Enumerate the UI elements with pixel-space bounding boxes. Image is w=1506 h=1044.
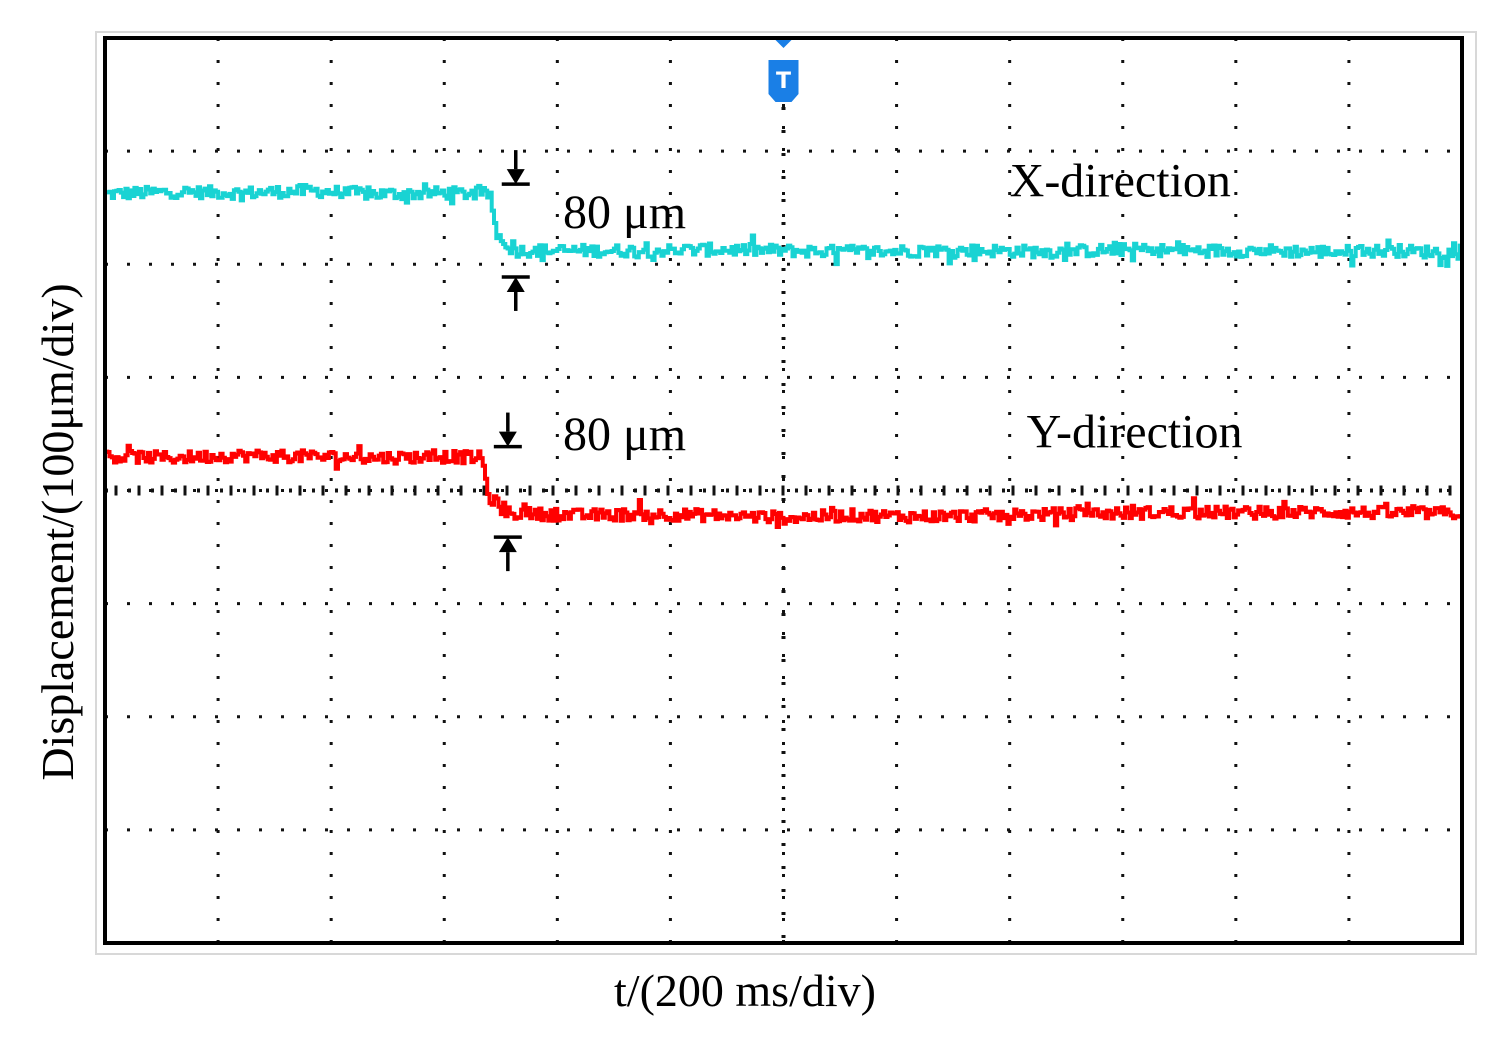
y-axis-label: Displacement/(100μm/div)	[32, 283, 83, 780]
annotation-1: X-direction	[1010, 154, 1231, 207]
annotation-3: Y-direction	[1027, 406, 1243, 459]
trace-x-direction	[105, 182, 1464, 268]
trigger-label: T	[776, 69, 791, 94]
annotations: 80 μm X-direction 80 μm Y-direction	[563, 154, 1243, 460]
traces	[105, 182, 1464, 529]
trace-y-direction	[105, 443, 1464, 529]
annotation-2: 80 μm	[563, 408, 686, 461]
grid	[105, 38, 1462, 943]
arrow-top-x-direction-head	[506, 169, 525, 185]
trigger-badge	[768, 60, 799, 102]
arrow-bottom-y-direction-head	[498, 537, 517, 553]
annotation-0: 80 μm	[563, 186, 686, 239]
arrow-top-y-direction-head	[498, 431, 517, 447]
arrow-bottom-x-direction-head	[506, 276, 525, 292]
x-axis-label: t/(200 ms/div)	[614, 965, 876, 1016]
trigger-marker: T	[768, 36, 799, 102]
plot-border	[103, 36, 1464, 945]
step-arrows	[493, 150, 530, 572]
plot-outer-frame	[95, 31, 1477, 955]
